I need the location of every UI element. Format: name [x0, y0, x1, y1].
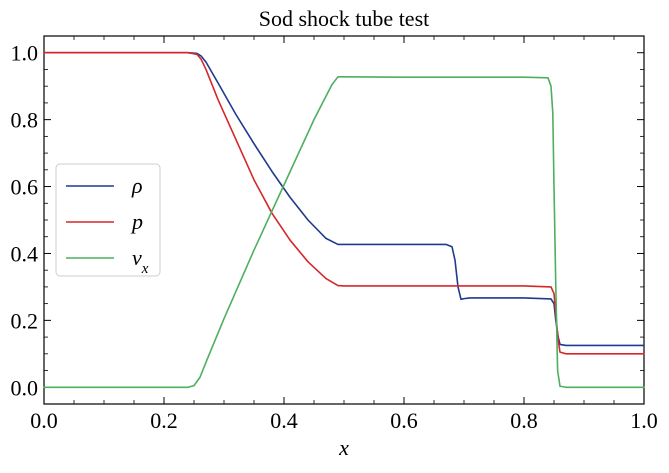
y-tick-label: 0.6 — [11, 175, 39, 200]
x-tick-label: 0.0 — [30, 408, 58, 433]
series-lines — [43, 51, 645, 389]
y-tick-label: 0.2 — [11, 308, 39, 333]
legend-box — [55, 163, 161, 277]
y-tick-label: 1.0 — [11, 41, 39, 66]
y-tick-label: 0.8 — [11, 108, 39, 133]
x-tick-label: 0.4 — [270, 408, 298, 433]
y-tick-label: 0.4 — [11, 241, 39, 266]
x-tick-label: 0.8 — [510, 408, 538, 433]
x-tick-label: 0.2 — [150, 408, 178, 433]
chart-title: Sod shock tube test — [259, 6, 430, 31]
series-line-1 — [43, 51, 645, 355]
series-line-2 — [43, 76, 645, 389]
y-tick-label: 0.0 — [11, 375, 39, 400]
tick-labels: 0.0 0.2 0.4 0.6 0.8 1.0 0.0 0.2 0.4 0.6 0.8 1.0 — [11, 41, 658, 433]
x-tick-label: 1.0 — [630, 408, 658, 433]
legend-label-1: p — [130, 209, 143, 234]
x-tick-label: 0.6 — [390, 408, 418, 433]
legend-label-0: ρ — [131, 173, 143, 198]
x-axis-label: x — [338, 435, 349, 460]
